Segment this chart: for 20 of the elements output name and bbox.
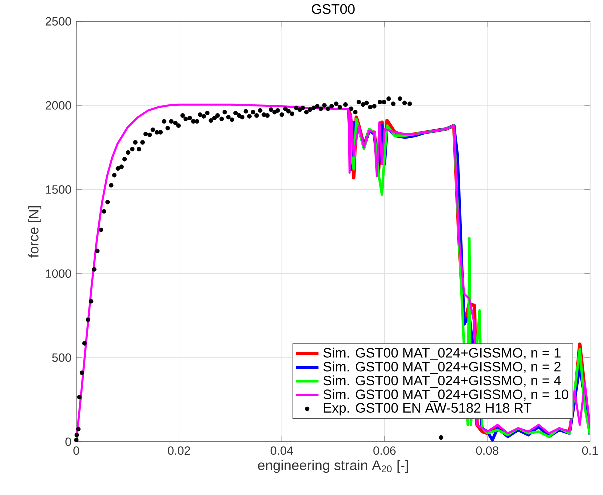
y-tick-label: 0 xyxy=(66,438,72,446)
y-tick-label: 2000 xyxy=(46,102,72,110)
legend-label: Sim. GST00 MAT_024+GISSMO, n = 1 xyxy=(324,348,561,361)
x-axis-title: engineering strain A$_{20}$ [-] xyxy=(258,460,408,474)
y-tick-label: 1000 xyxy=(46,270,72,278)
x-tick-label: 0.02 xyxy=(168,446,190,456)
legend-label: Sim. GST00 MAT_024+GISSMO, n = 2 xyxy=(324,362,561,375)
x-tick-label: 0.06 xyxy=(374,446,396,456)
y-tick-label: 500 xyxy=(52,354,72,362)
x-tick-label: 0.08 xyxy=(476,446,499,456)
chart-title: GST00 xyxy=(312,4,355,14)
x-tick-label: 0 xyxy=(74,446,80,456)
legend-label: Sim. GST00 MAT_024+GISSMO, n = 4 xyxy=(324,376,562,388)
legend-label: Sim. GST00 MAT_024+GISSMO, n = 10 xyxy=(324,390,569,402)
y-tick-label: 1500 xyxy=(46,186,72,194)
legend-label: Exp. GST00 EN AW-5182 H18 RT xyxy=(324,403,532,416)
y-tick-label: 2500 xyxy=(46,18,72,26)
x-tick-label: 0.1 xyxy=(582,446,598,456)
x-tick-label: 0.04 xyxy=(270,446,294,456)
y-axis-title: force [N] xyxy=(28,206,42,258)
